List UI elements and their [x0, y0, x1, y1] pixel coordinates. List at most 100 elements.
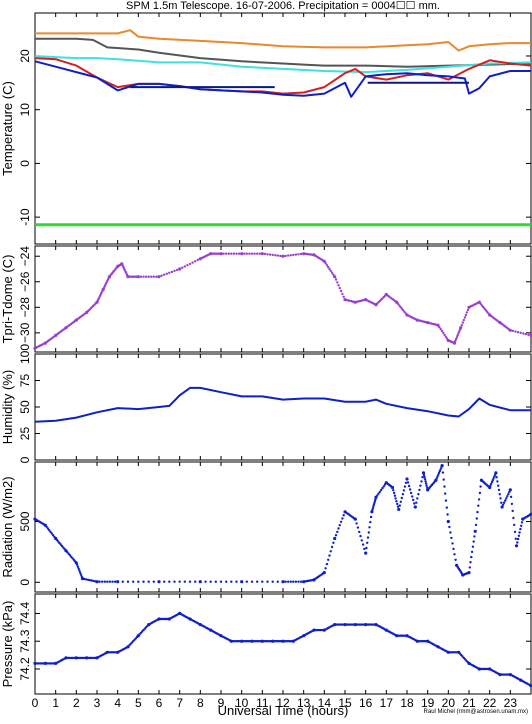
data-point: [360, 539, 363, 542]
data-point: [400, 307, 403, 310]
data-point: [473, 529, 477, 533]
data-point: [413, 505, 417, 509]
y-tick-label: 50: [18, 400, 32, 414]
data-point: [478, 491, 482, 495]
series-line: [35, 29, 531, 52]
data-point: [79, 571, 82, 574]
data-point: [333, 536, 337, 541]
data-point: [45, 525, 48, 528]
data-point: [83, 577, 86, 581]
data-point: [446, 519, 450, 524]
data-point: [248, 252, 251, 255]
data-point: [342, 514, 345, 517]
data-point: [484, 309, 487, 312]
data-point: [449, 531, 452, 534]
x-tick-label: 10: [235, 696, 249, 710]
data-point: [439, 468, 442, 471]
data-point: [445, 506, 448, 509]
data-point: [299, 252, 303, 256]
data-point: [399, 305, 402, 309]
data-point: [324, 262, 327, 265]
data-point: [454, 558, 457, 561]
data-point: [421, 476, 424, 479]
data-point: [519, 527, 522, 531]
data-point: [328, 267, 331, 271]
x-tick-label: 1: [52, 696, 59, 710]
data-point: [508, 328, 512, 332]
data-point: [457, 332, 460, 335]
data-point: [276, 580, 279, 583]
data-point: [163, 580, 166, 583]
data-point: [367, 531, 370, 534]
data-point: [444, 492, 447, 495]
data-point: [435, 477, 438, 480]
data-point: [142, 275, 145, 278]
data-point: [292, 253, 295, 257]
data-point: [266, 580, 269, 583]
data-point: [101, 580, 104, 583]
data-point: [401, 309, 405, 312]
data-point: [419, 484, 422, 487]
data-point: [409, 491, 413, 495]
data-point: [443, 485, 446, 488]
data-point: [78, 569, 81, 572]
data-point: [338, 524, 341, 527]
data-point: [330, 271, 334, 274]
data-point: [403, 485, 407, 488]
data-point: [266, 253, 269, 256]
x-tick-label: 5: [135, 696, 142, 710]
data-point: [186, 264, 189, 267]
series-blue: [34, 60, 531, 98]
data-point: [188, 580, 192, 583]
data-point: [361, 543, 365, 546]
data-point: [454, 338, 458, 341]
data-point: [198, 580, 202, 584]
data-point: [366, 541, 369, 544]
data-point: [490, 480, 494, 484]
data-point: [178, 580, 181, 583]
data-point: [474, 523, 478, 527]
data-point: [436, 323, 440, 327]
data-point: [325, 562, 329, 566]
data-point: [511, 509, 514, 513]
data-point: [299, 580, 303, 583]
data-point: [183, 265, 186, 268]
data-point: [453, 553, 456, 556]
data-point: [407, 484, 411, 488]
data-point: [222, 252, 225, 255]
data-point: [470, 555, 473, 559]
y-axis-label: Humidity (%): [0, 370, 15, 444]
y-tick-label: -10: [18, 208, 32, 226]
data-point: [420, 480, 423, 483]
y-tick-label: 75: [18, 374, 32, 388]
data-point: [294, 580, 298, 583]
data-point: [508, 490, 511, 494]
y-tick-label: 74.4: [18, 601, 32, 625]
data-point: [334, 534, 338, 537]
data-point: [281, 580, 285, 584]
data-point: [256, 580, 259, 583]
data-point: [438, 325, 441, 329]
x-tick-label: 20: [442, 696, 456, 710]
data-point: [183, 580, 186, 583]
data-point: [90, 579, 93, 582]
data-point: [485, 310, 489, 313]
data-point: [329, 269, 332, 273]
data-point: [339, 289, 343, 293]
data-point: [519, 331, 522, 334]
data-point: [509, 495, 513, 499]
data-point: [448, 525, 451, 529]
data-point: [395, 500, 398, 503]
data-point: [268, 253, 272, 256]
series-red: [34, 57, 532, 95]
panel-1: -10 0 10 20 Temperature (C): [0, 12, 532, 245]
data-point: [219, 252, 223, 256]
data-point: [68, 554, 72, 557]
data-point: [479, 302, 482, 305]
data-point: [95, 580, 99, 584]
data-point: [464, 313, 468, 317]
data-point: [405, 477, 409, 481]
data-point: [136, 275, 140, 279]
data-point: [514, 544, 519, 548]
data-point: [147, 275, 150, 278]
